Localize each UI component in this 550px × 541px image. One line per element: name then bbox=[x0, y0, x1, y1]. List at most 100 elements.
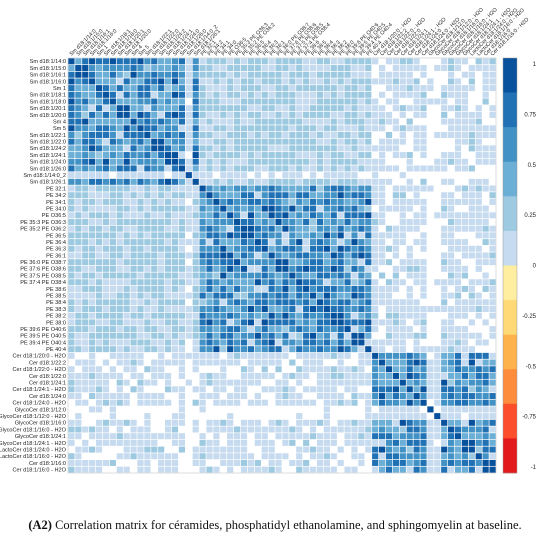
heatmap-cell bbox=[261, 138, 268, 145]
heatmap-cell bbox=[158, 312, 165, 319]
heatmap-cell bbox=[227, 459, 234, 466]
heatmap-cell bbox=[89, 299, 96, 306]
heatmap-cell bbox=[316, 265, 324, 272]
heatmap-cell bbox=[206, 259, 213, 266]
heatmap-cell bbox=[261, 131, 268, 138]
heatmap-cell bbox=[330, 272, 337, 279]
heatmap-cell bbox=[75, 453, 82, 460]
heatmap-cell bbox=[261, 312, 268, 319]
heatmap-cell bbox=[151, 245, 158, 252]
heatmap-cell bbox=[358, 285, 365, 292]
heatmap-cell bbox=[303, 245, 310, 252]
heatmap-cell bbox=[475, 212, 482, 219]
heatmap-cell bbox=[289, 433, 296, 440]
heatmap-cell bbox=[275, 366, 282, 373]
heatmap-cell bbox=[234, 453, 241, 460]
heatmap-cell bbox=[475, 65, 482, 72]
heatmap-cell bbox=[102, 372, 110, 379]
heatmap-cell bbox=[309, 58, 317, 65]
heatmap-cell bbox=[151, 439, 158, 446]
heatmap-cell bbox=[227, 212, 234, 219]
heatmap-cell bbox=[448, 239, 455, 246]
heatmap-cell bbox=[275, 85, 282, 92]
row-label: PE 40:4 bbox=[46, 347, 66, 353]
heatmap-cell bbox=[254, 105, 261, 112]
heatmap-cell bbox=[192, 232, 199, 239]
heatmap-cell bbox=[365, 192, 372, 199]
heatmap-cell bbox=[275, 192, 282, 199]
heatmap-cell bbox=[365, 339, 372, 346]
heatmap-cell bbox=[234, 178, 241, 185]
heatmap-cell bbox=[220, 419, 227, 426]
heatmap-cell bbox=[461, 426, 469, 433]
heatmap-cell bbox=[468, 466, 475, 473]
heatmap-cell bbox=[178, 339, 185, 346]
heatmap-cell bbox=[475, 131, 482, 138]
heatmap-cell bbox=[192, 366, 199, 373]
heatmap-cell bbox=[323, 145, 330, 152]
heatmap-cell bbox=[282, 265, 289, 272]
heatmap-cell bbox=[247, 319, 255, 326]
heatmap-cell bbox=[171, 265, 179, 272]
heatmap-cell bbox=[130, 118, 137, 125]
colorbar-tick-label: 0.25 bbox=[524, 213, 536, 219]
heatmap-cell bbox=[144, 105, 151, 112]
heatmap-cell bbox=[144, 272, 151, 279]
heatmap-cell bbox=[303, 225, 310, 232]
heatmap-cell bbox=[434, 379, 441, 386]
heatmap-cell bbox=[254, 225, 261, 232]
heatmap-cell bbox=[171, 219, 179, 225]
heatmap-cell bbox=[344, 332, 351, 339]
heatmap-cell bbox=[454, 299, 462, 306]
heatmap-cell bbox=[385, 98, 393, 105]
heatmap-cell bbox=[448, 91, 455, 98]
heatmap-cell bbox=[309, 78, 317, 85]
heatmap-cell bbox=[275, 346, 282, 353]
heatmap-cell bbox=[365, 212, 372, 219]
heatmap-cell bbox=[475, 332, 482, 339]
heatmap-cell bbox=[82, 58, 89, 65]
heatmap-cell bbox=[351, 306, 358, 312]
heatmap-cell bbox=[171, 111, 179, 118]
heatmap-cell bbox=[137, 399, 144, 406]
heatmap-cell bbox=[323, 232, 330, 239]
heatmap-cell bbox=[165, 419, 172, 426]
heatmap-cell bbox=[489, 185, 496, 192]
heatmap-cell bbox=[227, 91, 234, 98]
heatmap-cell bbox=[102, 152, 110, 159]
heatmap-cell bbox=[95, 98, 103, 105]
row-label: PE 38:4 bbox=[46, 300, 66, 306]
heatmap-cell bbox=[303, 399, 310, 406]
heatmap-cell bbox=[475, 219, 482, 225]
heatmap-cell bbox=[309, 232, 317, 239]
heatmap-cell bbox=[158, 78, 165, 85]
heatmap-cell bbox=[261, 272, 268, 279]
heatmap-cell bbox=[95, 265, 103, 272]
heatmap-cell bbox=[95, 252, 103, 259]
heatmap-cell bbox=[185, 205, 192, 212]
heatmap-cell bbox=[316, 111, 324, 118]
heatmap-cell bbox=[158, 466, 165, 473]
heatmap-cell bbox=[365, 219, 372, 225]
heatmap-cell bbox=[482, 366, 489, 373]
heatmap-cell bbox=[68, 419, 75, 426]
heatmap-cell bbox=[144, 306, 151, 312]
heatmap-cell bbox=[454, 158, 462, 165]
heatmap-cell bbox=[158, 212, 165, 219]
heatmap-cell bbox=[95, 439, 103, 446]
heatmap-cell bbox=[309, 225, 317, 232]
heatmap-cell bbox=[192, 152, 199, 159]
heatmap-cell bbox=[185, 71, 192, 78]
heatmap-cell bbox=[102, 332, 110, 339]
heatmap-cell bbox=[130, 65, 137, 72]
heatmap-cell bbox=[358, 225, 365, 232]
heatmap-cell bbox=[330, 178, 337, 185]
heatmap-cell bbox=[247, 58, 255, 65]
heatmap-cell bbox=[406, 459, 413, 466]
heatmap-cell bbox=[365, 125, 372, 132]
heatmap-cell bbox=[420, 399, 427, 406]
heatmap-cell bbox=[482, 239, 489, 246]
heatmap-cell bbox=[420, 232, 427, 239]
heatmap-cell bbox=[303, 105, 310, 112]
heatmap-cell bbox=[275, 78, 282, 85]
